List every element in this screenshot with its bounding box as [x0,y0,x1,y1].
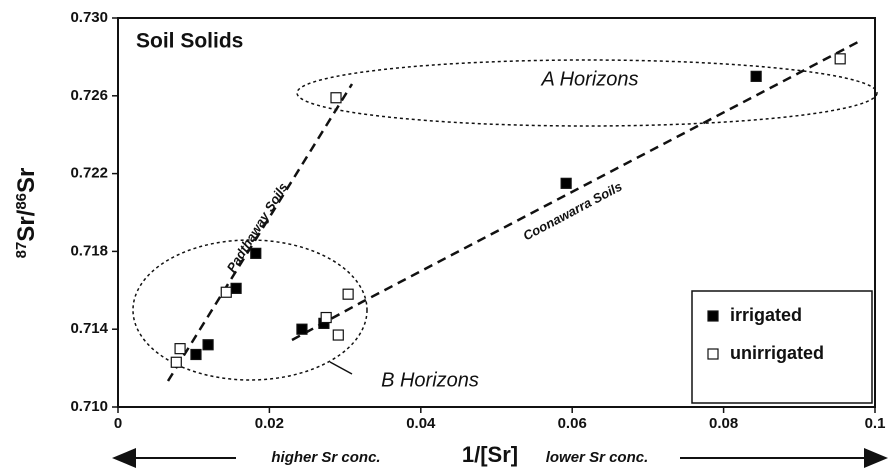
leader-line [329,361,353,375]
padthaway-trend [166,83,354,382]
b-horizon-ellipse [132,239,368,381]
legend-marker [707,310,719,322]
point [170,356,182,368]
a-horizon-ellipse [296,59,878,127]
x-axis-label: 1/[Sr] [462,442,518,467]
point [330,92,342,104]
x-tick-label: 0.04 [406,415,436,432]
point [332,329,344,341]
y-tick-label: 0.714 [70,320,108,337]
point [250,247,262,259]
legend-box [691,290,873,404]
annotation: A Horizons [540,68,638,90]
x-tick-label: 0.06 [558,415,587,432]
legend-marker [707,348,719,360]
point [190,348,202,361]
y-tick-label: 0.718 [70,242,108,259]
legend-label: unirrigated [730,343,824,363]
x-tick-label: 0 [114,415,122,432]
coonawarra-trend [291,40,859,342]
annotation: Padthaway Soils [224,180,291,275]
x-annotation: lower Sr conc. [546,449,649,466]
y-tick-label: 0.730 [70,9,108,26]
legend-label: irrigated [730,305,802,325]
point [202,339,214,351]
point [230,282,242,294]
point [220,286,232,298]
y-axis-label: 87Sr/86Sr [13,168,40,259]
plot-frame [117,17,876,408]
y-tick-label: 0.726 [70,87,108,104]
y-label-part: Sr [13,168,40,193]
y-label-part: 86 [13,193,30,210]
y-tick-label: 0.710 [70,398,108,415]
point [296,323,308,335]
y-label-part: 87 [13,242,30,259]
point [174,343,186,355]
x-tick-label: 0.02 [255,415,284,432]
x-tick-label: 0.1 [865,415,886,432]
y-tick-label: 0.722 [70,165,108,182]
y-label-part: Sr/ [13,209,40,241]
chart-title: Soil Solids [136,30,243,53]
point [320,311,332,324]
point [834,53,846,65]
point [342,288,354,300]
point [750,70,762,82]
x-annotation: higher Sr conc. [271,449,380,466]
x-tick-label: 0.08 [709,415,738,432]
point [560,177,572,189]
annotation: B Horizons [381,369,479,391]
